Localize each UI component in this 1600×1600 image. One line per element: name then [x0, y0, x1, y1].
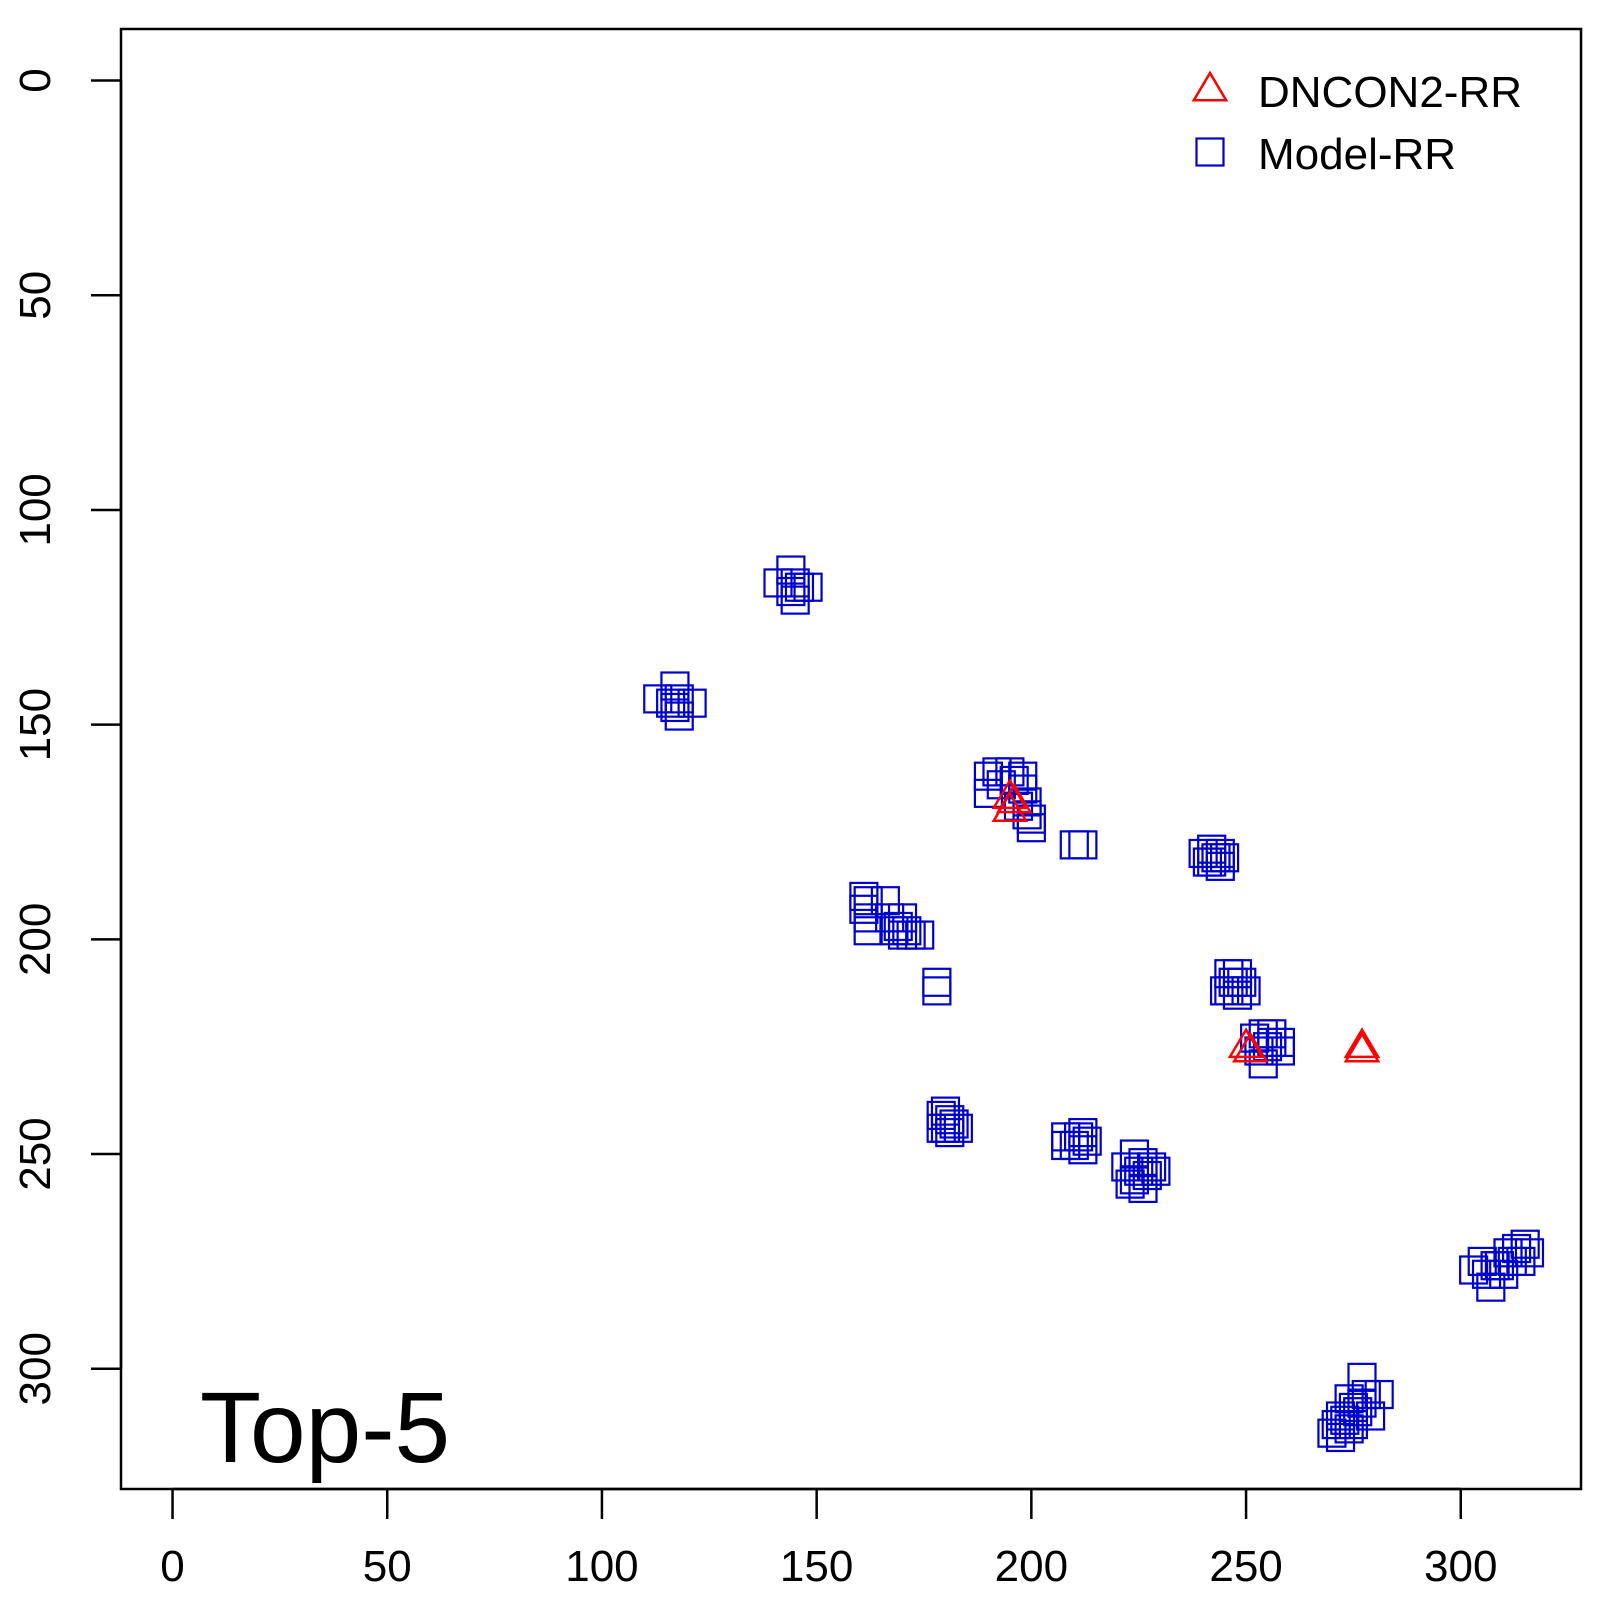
model-rr-point — [1252, 1032, 1283, 1062]
panel-label: Top-5 — [200, 1372, 450, 1484]
model-rr-point — [1506, 1246, 1536, 1277]
y-tick-label: 150 — [11, 688, 60, 761]
dncon2-rr-point — [1343, 1031, 1381, 1063]
model-rr-point — [677, 688, 707, 718]
y-tick-label: 300 — [11, 1332, 60, 1405]
legend-marker-dncon2-rr — [1191, 70, 1229, 102]
model-rr-point — [926, 1113, 956, 1143]
legend-label-model-rr: Model-RR — [1258, 130, 1456, 179]
dncon2-rr-point — [991, 778, 1029, 810]
model-rr-point — [935, 1117, 965, 1148]
model-rr-point — [780, 585, 810, 615]
y-tick-label: 0 — [11, 68, 60, 92]
model-rr-point — [1068, 830, 1098, 860]
model-rr-point — [1510, 1229, 1540, 1259]
model-rr-point — [930, 1096, 961, 1126]
legend-square-icon — [1195, 137, 1225, 167]
y-tick-label: 50 — [11, 271, 60, 320]
legend-label-dncon2-rr: DNCON2-RR — [1258, 68, 1522, 117]
x-tick-label: 300 — [1424, 1542, 1497, 1591]
model-rr-point — [1355, 1401, 1386, 1431]
dncon2-rr-point — [1343, 1027, 1381, 1059]
model-rr-point — [922, 967, 952, 997]
dncon2-rr-point — [995, 782, 1033, 814]
model-rr-point — [1231, 976, 1261, 1006]
model-rr-point — [905, 920, 935, 950]
model-rr-point — [1484, 1251, 1515, 1281]
x-tick-label: 200 — [995, 1542, 1068, 1591]
dncon2-rr-point — [1227, 1027, 1265, 1059]
model-rr-point — [1248, 1049, 1278, 1079]
model-rr-point — [849, 894, 879, 924]
legend-triangle-icon — [1191, 70, 1229, 102]
y-tick-label: 200 — [11, 903, 60, 976]
model-rr-point — [1514, 1238, 1545, 1268]
x-tick-label: 150 — [780, 1542, 853, 1591]
model-rr-point — [1325, 1401, 1356, 1431]
model-rr-point — [1072, 1126, 1102, 1156]
y-tick-label: 100 — [11, 473, 60, 546]
x-tick-label: 50 — [363, 1542, 412, 1591]
model-rr-point — [1059, 830, 1089, 860]
model-rr-point — [1257, 1027, 1287, 1058]
model-rr-points — [643, 555, 1545, 1453]
model-rr-point — [922, 976, 952, 1006]
model-rr-point — [1209, 976, 1240, 1006]
legend: DNCON2-RR Model-RR — [1191, 68, 1522, 179]
x-tick-label: 0 — [160, 1542, 184, 1591]
model-rr-point — [1119, 1165, 1150, 1195]
model-rr-point — [853, 886, 883, 916]
x-axis: 0 50 100 150 200 250 300 — [160, 1487, 1497, 1591]
y-tick-label: 250 — [11, 1117, 60, 1190]
model-rr-point — [776, 576, 806, 607]
model-rr-point — [660, 692, 690, 723]
model-rr-point — [887, 920, 918, 950]
model-rr-point — [879, 916, 909, 946]
dncon2-rr-points — [991, 778, 1381, 1063]
model-rr-point — [1347, 1362, 1377, 1392]
model-rr-point — [1128, 1173, 1158, 1204]
dncon2-rr-point — [1232, 1031, 1269, 1063]
y-axis: 0 50 100 150 200 250 300 — [11, 68, 123, 1405]
x-tick-label: 250 — [1209, 1542, 1282, 1591]
legend-marker-model-rr — [1195, 137, 1225, 167]
model-rr-point — [1209, 843, 1240, 873]
model-rr-point — [1364, 1379, 1394, 1410]
model-rr-point — [1205, 851, 1235, 881]
plot-area-frame — [119, 27, 1583, 1491]
model-rr-point — [1068, 1135, 1098, 1165]
x-tick-label: 100 — [565, 1542, 638, 1591]
model-rr-point — [656, 688, 686, 718]
